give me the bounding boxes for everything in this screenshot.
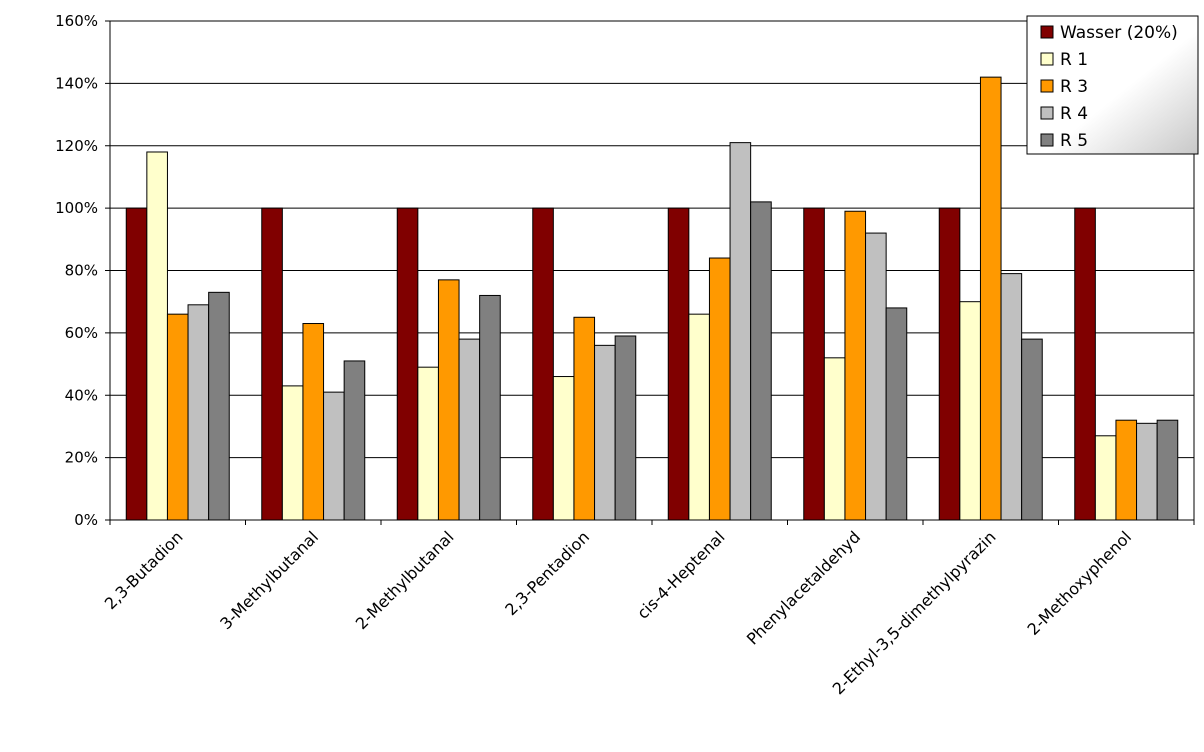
bar-r-5-4 xyxy=(750,201,772,521)
bar-r-3-0 xyxy=(166,313,189,521)
bar-r-4-6 xyxy=(1000,273,1023,521)
bar-r-1-7 xyxy=(1094,435,1117,521)
legend-entry-label: R 4 xyxy=(1060,104,1088,124)
legend-entry-label: R 1 xyxy=(1060,50,1088,70)
y-tick-label: 80% xyxy=(65,262,98,280)
bar-wasser-20-4 xyxy=(667,207,690,521)
bar-r-4-5 xyxy=(865,232,887,521)
legend-entry-label: R 5 xyxy=(1060,131,1088,151)
x-category-label: 2-Ethyl-3,5-dimethylpyrazin xyxy=(829,527,1000,698)
y-tick-label: 160% xyxy=(55,12,98,30)
bar-r-5-1 xyxy=(343,360,366,521)
legend-entry-label: Wasser (20%) xyxy=(1060,23,1178,43)
x-category-label: cis-4-Heptenal xyxy=(633,527,728,622)
x-category-label: 3-Methylbutanal xyxy=(216,527,322,633)
bar-r-3-7 xyxy=(1115,419,1138,521)
bar-r-4-7 xyxy=(1136,422,1158,521)
y-tick-label: 100% xyxy=(55,199,98,217)
bar-r-3-3 xyxy=(573,316,596,521)
legend-swatch xyxy=(1040,106,1054,120)
axes xyxy=(105,20,1195,525)
bars xyxy=(125,76,1179,521)
bar-r-3-6 xyxy=(979,76,1002,521)
bar-r-1-0 xyxy=(146,151,168,521)
legend-box xyxy=(1026,15,1199,155)
bar-r-1-6 xyxy=(959,301,981,521)
x-category-label: 2,3-Butadion xyxy=(101,527,187,613)
bar-wasser-20-2 xyxy=(396,207,419,521)
bar-r-1-4 xyxy=(688,313,710,521)
bar-wasser-20-1 xyxy=(261,207,283,521)
legend-swatch xyxy=(1040,79,1054,93)
bar-r-1-3 xyxy=(552,376,575,521)
bar-r-1-5 xyxy=(823,357,846,521)
legend-entry-label: R 3 xyxy=(1060,77,1088,97)
bar-r-4-4 xyxy=(729,142,752,521)
y-tick-label: 40% xyxy=(65,386,98,404)
bar-r-1-1 xyxy=(281,385,304,521)
x-category-label: 2-Methylbutanal xyxy=(352,527,458,633)
y-tick-label: 20% xyxy=(65,449,98,467)
x-category-label: 2-Methoxyphenol xyxy=(1024,527,1136,639)
bar-r-5-5 xyxy=(885,307,908,521)
bar-r-4-1 xyxy=(323,391,345,521)
bar-r-3-4 xyxy=(708,257,731,521)
x-category-label: 2,3-Pentadion xyxy=(501,527,593,619)
y-tick-labels: 0% 20% 40% 60% 80% 100% 120% 140% 160% xyxy=(55,12,98,529)
x-category-label: Phenylacetaldehyd xyxy=(743,527,864,648)
bar-r-3-1 xyxy=(302,323,325,521)
bar-r-5-6 xyxy=(1021,338,1043,521)
bar-r-3-2 xyxy=(437,279,460,521)
legend-swatch xyxy=(1040,133,1054,147)
y-tick-label: 140% xyxy=(55,74,98,92)
legend-swatch xyxy=(1040,52,1054,66)
bar-wasser-20-0 xyxy=(125,207,148,521)
bar-r-4-0 xyxy=(187,304,210,521)
bar-r-4-2 xyxy=(458,338,481,521)
y-tick-label: 0% xyxy=(74,511,98,529)
y-tick-label: 60% xyxy=(65,324,98,342)
bar-r-5-7 xyxy=(1156,419,1179,521)
legend: Wasser (20%) R 1 R 3 R 4 R 5 xyxy=(1026,15,1199,155)
bar-r-4-3 xyxy=(594,344,616,521)
bar-wasser-20-3 xyxy=(532,207,554,521)
bar-r-5-3 xyxy=(614,335,637,521)
bar-r-5-0 xyxy=(208,291,230,521)
x-category-labels: 2,3-Butadion 3-Methylbutanal 2-Methylbutan… xyxy=(101,527,1135,698)
y-tick-label: 120% xyxy=(55,137,98,155)
bar-r-5-2 xyxy=(479,294,501,521)
bar-r-1-2 xyxy=(417,366,439,521)
bar-r-3-5 xyxy=(844,210,867,521)
bar-wasser-20-5 xyxy=(803,207,825,521)
bar-wasser-20-7 xyxy=(1074,207,1096,521)
legend-swatch xyxy=(1040,25,1054,39)
bar-wasser-20-6 xyxy=(938,207,961,521)
